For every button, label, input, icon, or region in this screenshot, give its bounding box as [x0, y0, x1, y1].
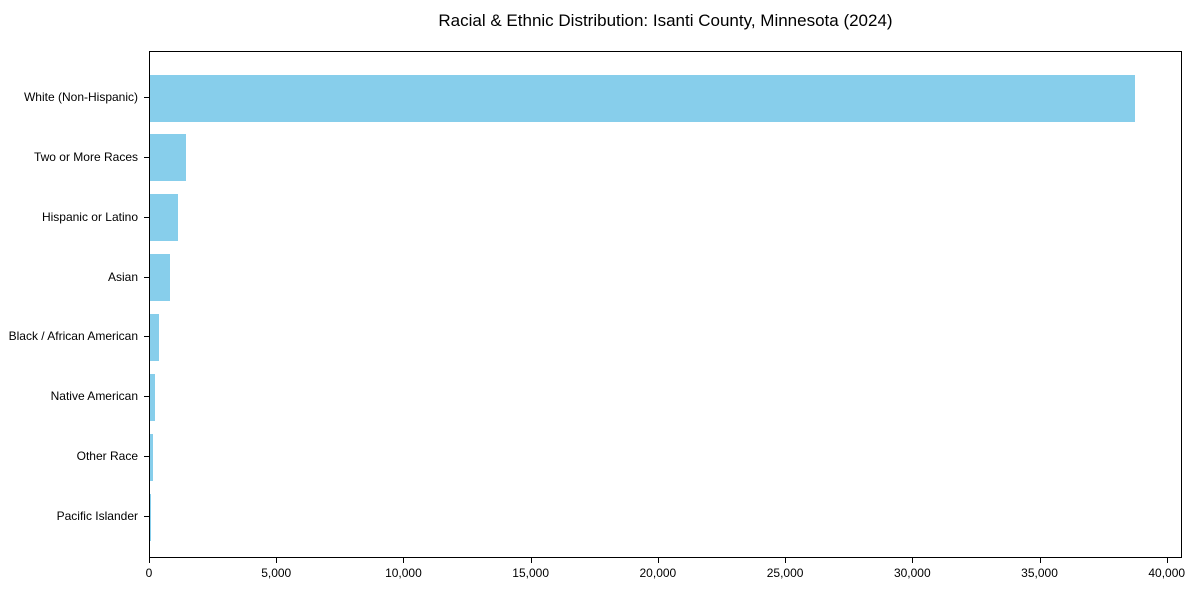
x-tick-mark [149, 558, 150, 563]
x-tick-label-15000: 15,000 [512, 566, 549, 580]
x-tick-mark [657, 558, 659, 563]
x-tick-mark [912, 558, 914, 563]
bar-white-non-hispanic [150, 74, 1135, 122]
chart-title: Racial & Ethnic Distribution: Isanti Cou… [438, 11, 893, 30]
y-tick-label-native-american: Native American [50, 389, 138, 404]
y-tick-mark [144, 336, 149, 338]
y-tick-label-two-or-more-races: Two or More Races [33, 149, 138, 164]
y-tick-mark [144, 156, 149, 158]
y-tick-mark [144, 516, 149, 518]
y-tick-label-white-non-hispanic: White (Non-Hispanic) [23, 90, 138, 104]
x-tick-label-25000: 25,000 [766, 566, 804, 580]
y-tick-mark [144, 216, 149, 218]
plot-area [149, 51, 1182, 558]
x-tick-mark [1166, 558, 1168, 563]
x-tick-label-5000: 5,000 [261, 566, 292, 580]
bar-two-or-more-races [150, 134, 186, 182]
x-tick-label-35000: 35,000 [1021, 566, 1058, 580]
bar-asian [150, 254, 171, 302]
y-tick-label-hispanic-or-latino: Hispanic or Latino [41, 209, 138, 224]
y-tick-label-other-race: Other Race [76, 449, 138, 464]
y-tick-label-asian: Asian [107, 269, 138, 284]
x-tick-label-20000: 20,000 [639, 566, 677, 580]
y-tick-mark [144, 456, 149, 458]
bar-black-african-american [150, 313, 159, 361]
x-tick-label-30000: 30,000 [893, 566, 931, 580]
x-tick-mark [403, 558, 405, 563]
y-tick-mark [144, 97, 149, 98]
x-tick-mark [530, 558, 532, 563]
x-tick-label-10000: 10,000 [385, 566, 422, 580]
x-tick-mark [1039, 558, 1041, 563]
bar-native-american [150, 373, 155, 421]
bar-hispanic-or-latino [150, 194, 178, 242]
x-tick-label-40000: 40,000 [1148, 566, 1186, 580]
x-tick-mark [276, 558, 278, 563]
y-tick-label-black-african-american: Black / African American [8, 329, 138, 344]
x-tick-mark [785, 558, 787, 563]
y-tick-mark [144, 396, 149, 398]
bar-other-race [150, 433, 154, 481]
y-tick-label-pacific-islander: Pacific Islander [56, 509, 138, 524]
x-tick-label-0: 0 [145, 566, 153, 580]
y-tick-mark [144, 276, 149, 278]
